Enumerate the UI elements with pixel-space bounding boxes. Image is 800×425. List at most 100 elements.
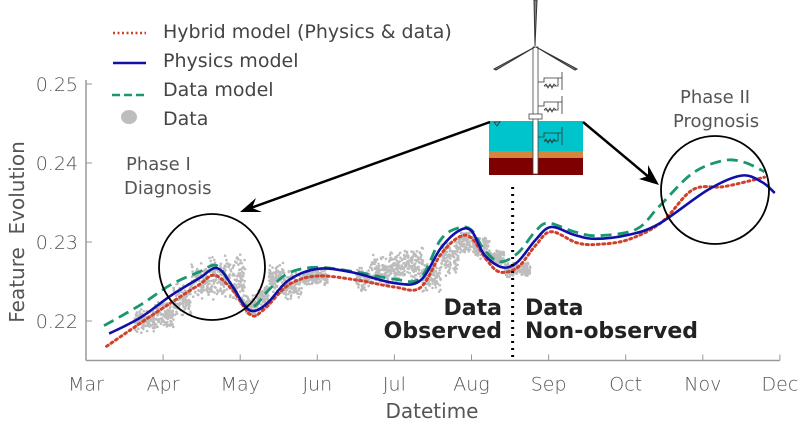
data-point xyxy=(448,260,452,264)
data-point xyxy=(387,269,390,273)
data-point xyxy=(271,275,275,278)
spring-damper-icons xyxy=(538,72,563,145)
data-point xyxy=(435,266,438,270)
data-point xyxy=(166,315,170,319)
data-point xyxy=(187,307,190,311)
data-point xyxy=(501,250,505,254)
data-point xyxy=(384,257,388,261)
data-point xyxy=(473,250,476,254)
data-point xyxy=(437,271,441,275)
data-point xyxy=(166,320,169,324)
data-point xyxy=(208,282,211,286)
data-point xyxy=(510,273,513,276)
water-level-icon xyxy=(493,121,501,127)
data-point xyxy=(529,266,532,269)
data-point xyxy=(240,270,244,274)
data-point xyxy=(449,257,452,260)
data-point xyxy=(238,253,242,256)
data-point xyxy=(405,263,409,266)
data-point xyxy=(214,278,218,282)
data-point xyxy=(220,273,223,277)
data-point xyxy=(267,279,271,282)
data-point xyxy=(526,261,529,265)
data-point xyxy=(239,259,243,262)
data-point xyxy=(515,269,519,273)
data-point xyxy=(457,247,461,251)
data-point xyxy=(175,310,178,314)
data-point xyxy=(418,261,422,265)
data-point xyxy=(412,254,416,257)
data-point xyxy=(398,251,402,255)
data-point xyxy=(413,264,416,267)
data-point xyxy=(439,288,442,292)
data-point xyxy=(409,257,413,260)
data-point xyxy=(446,270,450,274)
data-point xyxy=(412,270,416,274)
data-point xyxy=(176,293,179,297)
data-point xyxy=(212,279,215,283)
arrow-to-phase1 xyxy=(247,120,491,211)
data-point xyxy=(381,266,385,270)
data-point xyxy=(274,266,278,270)
data-point xyxy=(202,285,205,289)
data-point xyxy=(202,270,206,273)
data-point xyxy=(258,294,261,298)
data-point xyxy=(172,288,176,292)
data-point xyxy=(161,314,165,317)
data-point xyxy=(463,248,466,251)
data-point xyxy=(172,318,175,321)
data-point xyxy=(197,293,200,297)
data-point xyxy=(448,247,452,250)
data-point xyxy=(467,248,470,252)
data-point xyxy=(138,310,141,314)
data-point xyxy=(389,251,393,254)
data-point xyxy=(521,265,525,269)
x-tick-label: May xyxy=(221,374,260,396)
data-point xyxy=(488,251,492,254)
data-point xyxy=(406,256,410,259)
data-point xyxy=(443,252,446,256)
data-point xyxy=(315,279,318,282)
data-point xyxy=(152,327,155,330)
data-point xyxy=(419,252,422,255)
data-point xyxy=(139,308,143,311)
x-tick-label: Mar xyxy=(68,374,104,396)
data-point xyxy=(184,301,187,305)
data-point xyxy=(396,271,400,274)
data-point xyxy=(159,322,163,326)
x-tick-label: Apr xyxy=(147,374,180,396)
data-point xyxy=(462,243,466,247)
data-point xyxy=(433,278,437,282)
data-point xyxy=(446,259,449,262)
data-point xyxy=(150,319,153,323)
data-point xyxy=(228,273,232,276)
data-point xyxy=(183,308,186,311)
data-point xyxy=(195,267,199,271)
data-point xyxy=(238,290,242,293)
y-tick-label: 0.24 xyxy=(36,153,78,175)
data-point xyxy=(241,286,244,290)
data-point xyxy=(304,282,307,285)
data-point xyxy=(264,297,267,301)
data-point xyxy=(375,265,379,269)
data-point xyxy=(222,289,226,292)
data-point xyxy=(210,284,214,288)
data-point xyxy=(204,267,207,271)
data-point xyxy=(314,270,318,274)
data-point xyxy=(295,290,299,293)
x-axis-label: Datetime xyxy=(386,399,479,423)
data-point xyxy=(386,277,390,281)
data-point xyxy=(408,271,411,275)
data-point xyxy=(287,269,291,273)
data-point xyxy=(479,257,482,261)
data-point xyxy=(321,269,325,273)
data-point xyxy=(402,253,406,257)
data-point xyxy=(386,274,390,278)
data-point xyxy=(466,237,469,241)
data-point xyxy=(400,264,403,267)
data-point xyxy=(217,280,221,284)
data-point xyxy=(275,284,278,288)
data-point xyxy=(365,277,368,281)
data-point xyxy=(273,282,277,286)
data-point xyxy=(272,290,275,294)
